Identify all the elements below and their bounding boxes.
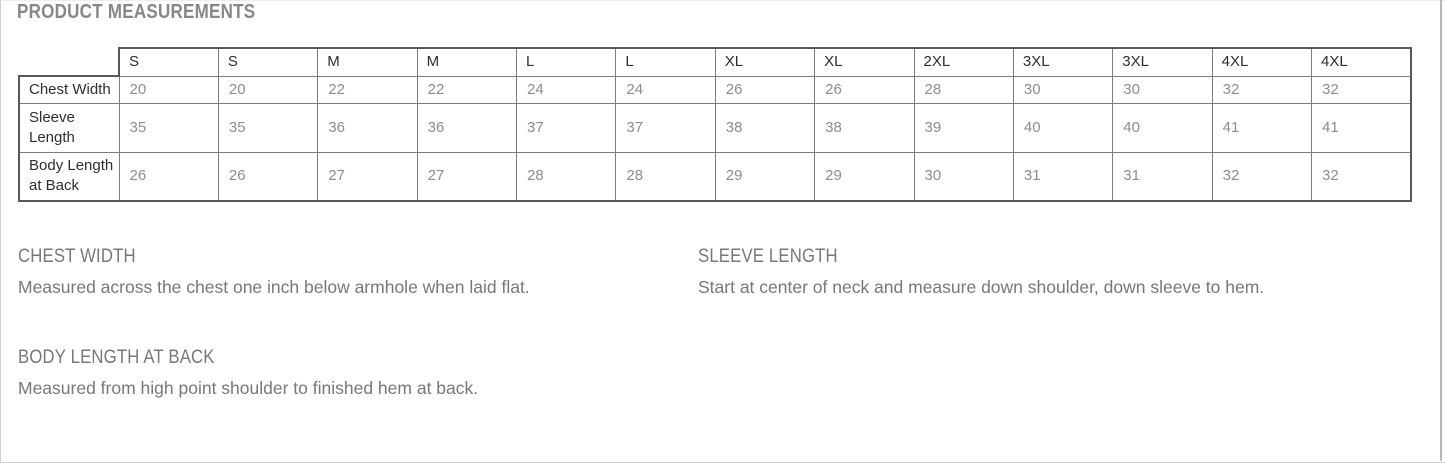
size-column-header: L — [615, 47, 716, 77]
size-column-header: M — [416, 47, 518, 77]
measurement-value: 27 — [317, 151, 418, 202]
size-column-header: XL — [714, 47, 816, 77]
size-column-header: 3XL — [1012, 47, 1114, 77]
page-title: PRODUCT MEASUREMENTS — [17, 1, 256, 23]
measurement-value: 38 — [814, 102, 915, 153]
size-header-row: S S M M L L XL XL 2XL 3XL 3XL 4XL 4XL — [19, 47, 1412, 77]
measurement-value: 22 — [416, 75, 518, 104]
measurement-value: 26 — [814, 75, 915, 104]
definition-body-length-at-back: BODY LENGTH AT BACK Measured from high p… — [18, 348, 698, 398]
row-label: Sleeve Length — [18, 102, 120, 153]
measurements-table: S S M M L L XL XL 2XL 3XL 3XL 4XL 4XL Chest Width 20 2… — [18, 47, 1412, 202]
definition-text: Start at center of neck and measure down… — [698, 277, 1265, 297]
measurement-value: 37 — [615, 102, 716, 153]
empty-grid-cell — [698, 348, 1445, 398]
definition-heading: SLEEVE LENGTH — [698, 246, 838, 267]
table-row: Chest Width 20 20 22 22 24 24 26 26 28 30 30 32 32 — [18, 75, 1412, 104]
measurement-value: 32 — [1311, 75, 1412, 104]
measurement-value: 39 — [913, 102, 1014, 153]
measurement-value: 38 — [714, 102, 816, 153]
measurement-value: 35 — [217, 102, 319, 153]
measurement-value: 40 — [1012, 102, 1114, 153]
definition-heading: CHEST WIDTH — [18, 246, 136, 267]
measurement-value: 31 — [1012, 151, 1114, 202]
measurement-value: 26 — [118, 151, 219, 202]
measurement-value: 29 — [814, 151, 915, 202]
size-column-header: 3XL — [1112, 47, 1213, 77]
size-column-header: S — [117, 47, 219, 77]
measurement-value: 28 — [515, 151, 617, 202]
measurement-value: 24 — [515, 75, 617, 104]
size-column-header: XL — [814, 47, 915, 77]
measurement-value: 26 — [217, 151, 319, 202]
measurement-value: 29 — [714, 151, 816, 202]
measurement-definitions: CHEST WIDTH Measured across the chest on… — [18, 247, 1445, 398]
measurement-value: 30 — [1012, 75, 1114, 104]
corner-cell — [19, 48, 119, 76]
measurement-value: 26 — [714, 75, 816, 104]
row-label: Chest Width — [18, 75, 120, 104]
definition-text: Measured across the chest one inch below… — [18, 277, 530, 297]
measurement-value: 22 — [317, 75, 418, 104]
measurement-value: 37 — [515, 102, 617, 153]
measurement-value: 28 — [913, 75, 1014, 104]
measurement-value: 41 — [1311, 102, 1412, 153]
measurement-value: 28 — [615, 151, 716, 202]
size-column-header: S — [217, 47, 319, 77]
measurement-value: 20 — [217, 75, 319, 104]
definition-sleeve-length: SLEEVE LENGTH Start at center of neck an… — [698, 247, 1445, 297]
measurement-value: 27 — [416, 151, 518, 202]
measurement-value: 36 — [317, 102, 418, 153]
row-label: Body Length at Back — [18, 151, 120, 202]
scrollbar-thumb[interactable] — [1440, 0, 1442, 461]
size-column-header: 2XL — [913, 47, 1014, 77]
measurement-value: 20 — [118, 75, 219, 104]
table-row: Body Length at Back 26 26 27 27 28 28 29 29 30 31 3… — [18, 151, 1412, 202]
size-column-header: M — [317, 47, 418, 77]
measurement-value: 36 — [416, 102, 518, 153]
measurement-value: 32 — [1211, 75, 1313, 104]
table-row: Sleeve Length 35 35 36 36 37 37 38 38 39 40 40 41 41 — [18, 102, 1412, 153]
definition-chest-width: CHEST WIDTH Measured across the chest on… — [18, 247, 698, 297]
size-column-header: L — [515, 47, 617, 77]
measurement-value: 40 — [1112, 102, 1213, 153]
measurement-value: 24 — [615, 75, 716, 104]
definition-heading: BODY LENGTH AT BACK — [18, 347, 215, 368]
size-column-header: 4XL — [1311, 47, 1412, 77]
measurement-value: 32 — [1311, 151, 1412, 202]
definition-text: Measured from high point shoulder to fin… — [18, 378, 479, 398]
measurement-value: 31 — [1112, 151, 1213, 202]
measurement-value: 41 — [1211, 102, 1313, 153]
measurement-value: 32 — [1211, 151, 1313, 202]
measurement-value: 30 — [913, 151, 1014, 202]
measurement-value: 35 — [118, 102, 219, 153]
measurement-value: 30 — [1112, 75, 1213, 104]
size-column-header: 4XL — [1211, 47, 1313, 77]
